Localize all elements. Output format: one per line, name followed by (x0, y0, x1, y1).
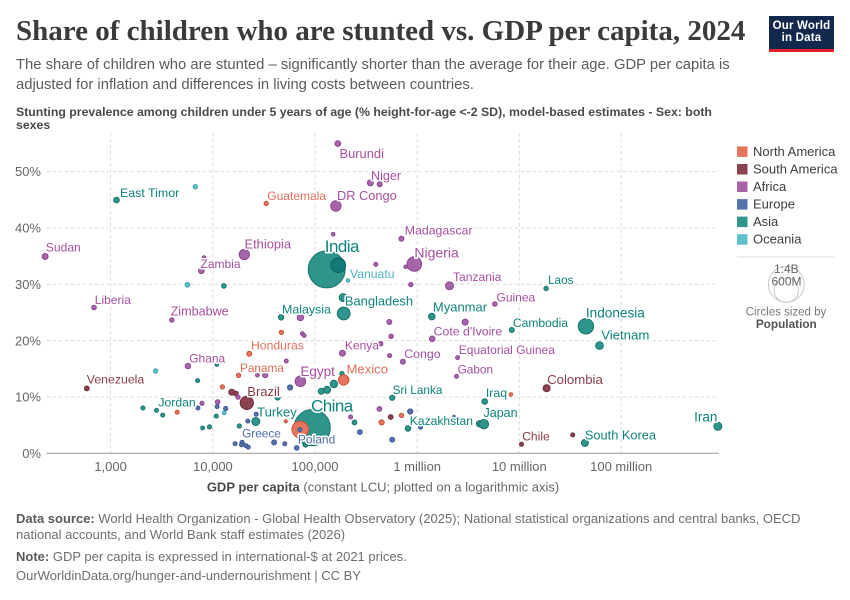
svg-text:100 million: 100 million (590, 459, 652, 474)
svg-text:Vanuatu: Vanuatu (350, 267, 395, 281)
svg-text:GDP per capita (constant LCU;: GDP per capita (constant LCU; plotted on… (207, 480, 559, 495)
svg-text:Iran: Iran (694, 410, 717, 425)
svg-text:Liberia: Liberia (95, 293, 131, 307)
svg-text:Kenya: Kenya (345, 339, 379, 353)
svg-text:0%: 0% (22, 446, 41, 461)
svg-text:Indonesia: Indonesia (586, 305, 645, 320)
svg-text:Cambodia: Cambodia (513, 316, 568, 330)
svg-text:Guinea: Guinea (497, 291, 536, 305)
svg-text:Egypt: Egypt (300, 364, 335, 379)
svg-text:Madagascar: Madagascar (405, 224, 473, 238)
svg-text:Chile: Chile (522, 430, 550, 444)
svg-text:Greece: Greece (242, 427, 281, 441)
svg-text:30%: 30% (15, 277, 41, 292)
svg-text:10%: 10% (15, 390, 41, 405)
svg-text:Gabon: Gabon (458, 363, 493, 377)
svg-text:Circles sized by: Circles sized by (746, 307, 827, 319)
svg-text:1:4B: 1:4B (774, 262, 799, 276)
svg-text:Brazil: Brazil (247, 384, 280, 399)
svg-text:40%: 40% (15, 221, 41, 236)
svg-text:Panama: Panama (240, 361, 284, 375)
svg-text:Africa: Africa (753, 179, 787, 194)
svg-text:Bangladesh: Bangladesh (345, 294, 413, 309)
svg-text:Asia: Asia (753, 214, 779, 229)
svg-text:Malaysia: Malaysia (282, 303, 331, 317)
svg-text:Mexico: Mexico (347, 362, 388, 377)
svg-text:China: China (311, 397, 354, 416)
svg-text:Equatorial Guinea: Equatorial Guinea (459, 343, 555, 357)
svg-text:Laos: Laos (548, 273, 574, 287)
svg-text:Guatemala: Guatemala (267, 189, 326, 203)
svg-text:Sri Lanka: Sri Lanka (393, 383, 443, 397)
svg-text:600M: 600M (771, 274, 801, 288)
svg-text:10,000: 10,000 (193, 459, 233, 474)
svg-text:India: India (325, 237, 360, 256)
svg-text:Poland: Poland (298, 432, 335, 446)
svg-text:100,000: 100,000 (292, 459, 339, 474)
svg-text:Iraq: Iraq (486, 386, 507, 400)
svg-text:Ethiopia: Ethiopia (245, 236, 292, 251)
svg-text:Colombia: Colombia (547, 372, 603, 387)
svg-text:Oceania: Oceania (753, 232, 802, 247)
svg-text:Ghana: Ghana (189, 351, 225, 365)
svg-text:Jordan: Jordan (158, 396, 195, 410)
svg-text:Turkey: Turkey (257, 405, 297, 420)
svg-text:East Timor: East Timor (120, 186, 179, 200)
svg-text:Burundi: Burundi (340, 146, 384, 161)
svg-text:DR Congo: DR Congo (337, 188, 397, 203)
svg-text:Kazakhstan: Kazakhstan (410, 414, 473, 428)
svg-text:20%: 20% (15, 333, 41, 348)
svg-text:50%: 50% (15, 164, 41, 179)
svg-text:Japan: Japan (484, 406, 518, 420)
svg-text:Congo: Congo (404, 347, 441, 361)
svg-text:Myanmar: Myanmar (433, 300, 488, 315)
svg-text:10 million: 10 million (492, 459, 547, 474)
svg-text:1,000: 1,000 (94, 459, 127, 474)
svg-text:Venezuela: Venezuela (87, 373, 145, 387)
svg-text:Zimbabwe: Zimbabwe (171, 304, 229, 318)
svg-text:Population: Population (756, 317, 817, 331)
svg-text:Sudan: Sudan (46, 241, 81, 255)
svg-text:Cote d'Ivoire: Cote d'Ivoire (434, 325, 503, 339)
svg-text:South Korea: South Korea (585, 428, 657, 443)
svg-text:Zambia: Zambia (201, 257, 241, 271)
svg-text:Honduras: Honduras (251, 339, 304, 353)
svg-text:South America: South America (753, 162, 838, 177)
svg-text:Vietnam: Vietnam (601, 328, 649, 343)
svg-text:Tanzania: Tanzania (453, 270, 502, 284)
svg-text:North America: North America (753, 144, 836, 159)
svg-text:1 million: 1 million (393, 459, 441, 474)
svg-text:Europe: Europe (753, 197, 795, 212)
svg-text:Nigeria: Nigeria (414, 245, 459, 261)
svg-text:Niger: Niger (371, 169, 401, 183)
